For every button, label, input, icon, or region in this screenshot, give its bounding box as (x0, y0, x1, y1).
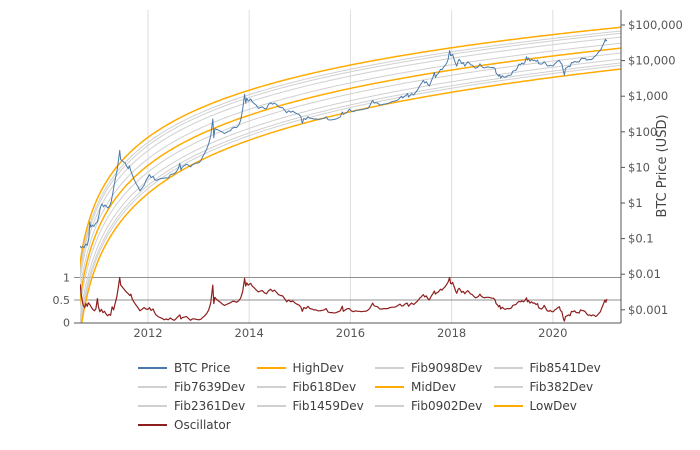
band-curve-fib618dev (80, 42, 621, 296)
legend-label: Fib618Dev (292, 380, 357, 394)
legend-item-fib618dev: Fib618Dev (256, 379, 357, 395)
x-tick-label: 2020 (538, 326, 567, 340)
band-curve-lowdev (81, 68, 621, 323)
y-axis-title: BTC Price (USD) (655, 114, 670, 217)
legend-label: Fib1459Dev (292, 399, 364, 413)
band-curve-highdev (80, 26, 621, 270)
band-curve-fib8541dev (80, 32, 621, 279)
y-tick-label: $10 (628, 160, 650, 174)
band-curve-fib382dev (80, 52, 621, 313)
legend-label: LowDev (529, 399, 577, 413)
band-curve-fib2361dev (80, 58, 621, 323)
legend-item-fib7639dev: Fib7639Dev (138, 379, 245, 395)
legend-label: Fib2361Dev (174, 399, 246, 413)
band-curve-fib7639dev (80, 36, 621, 285)
y-tick-label: $100,000 (628, 18, 683, 32)
band-curve-fib0902dev (80, 64, 621, 323)
legend-item-fib8541dev: Fib8541Dev (493, 360, 601, 376)
legend-item-fib9098dev: Fib9098Dev (375, 360, 482, 376)
legend-label: Fib7639Dev (174, 380, 246, 394)
oscillator-tick-label: 0.5 (53, 294, 71, 307)
legend-item-highdev: HighDev (256, 360, 344, 376)
y-tick-label: $1 (628, 196, 643, 210)
y-tick-label: $1,000 (628, 89, 668, 103)
legend-label: Fib0902Dev (411, 399, 483, 413)
legend-swatch (493, 386, 523, 388)
legend-label: BTC Price (174, 361, 231, 375)
legend-swatch (138, 424, 167, 426)
legend-label: HighDev (292, 361, 344, 375)
legend-swatch (493, 405, 523, 407)
oscillator-line (80, 276, 608, 322)
oscillator-tick-label: 0 (63, 317, 70, 330)
legend-label: Oscillator (174, 418, 231, 432)
y-tick-label: $10,000 (628, 54, 676, 68)
btc-price-line (80, 38, 608, 249)
y-tick-label: $0.1 (628, 232, 654, 246)
band-curve-middev (80, 47, 621, 306)
legend-swatch (493, 367, 523, 369)
oscillator-tick-label: 1 (63, 272, 70, 285)
legend-swatch (138, 405, 167, 407)
y-tick-label: $0.01 (628, 267, 661, 281)
legend-item-fib382dev: Fib382Dev (493, 379, 594, 395)
legend-swatch (256, 386, 286, 388)
band-curve-fib9098dev (80, 30, 621, 274)
legend-label: MidDev (411, 380, 457, 394)
legend-swatch (375, 405, 404, 407)
band-curve-fib1459dev (80, 62, 621, 323)
legend-item-oscillator: Oscillator (138, 417, 231, 433)
legend-swatch (138, 386, 167, 388)
legend-item-middev: MidDev (375, 379, 456, 395)
y-tick-label: $0.001 (628, 303, 668, 317)
legend-item-lowdev: LowDev (493, 398, 577, 414)
y-tick-label: $100 (628, 125, 657, 139)
legend-label: Fib382Dev (529, 380, 594, 394)
x-tick-label: 2012 (133, 326, 162, 340)
legend-item-btc-price: BTC Price (138, 360, 230, 376)
legend-item-fib2361dev: Fib2361Dev (138, 398, 245, 414)
legend-label: Fib8541Dev (529, 361, 601, 375)
x-tick-label: 2016 (336, 326, 365, 340)
legend-label: Fib9098Dev (411, 361, 483, 375)
legend-swatch (375, 367, 404, 369)
legend-swatch (375, 386, 404, 388)
legend-item-fib1459dev: Fib1459Dev (256, 398, 364, 414)
legend-item-fib0902dev: Fib0902Dev (375, 398, 482, 414)
x-tick-label: 2014 (235, 326, 264, 340)
legend-swatch (256, 405, 286, 407)
legend-swatch (138, 367, 167, 369)
x-tick-label: 2018 (437, 326, 466, 340)
legend-swatch (256, 367, 286, 369)
